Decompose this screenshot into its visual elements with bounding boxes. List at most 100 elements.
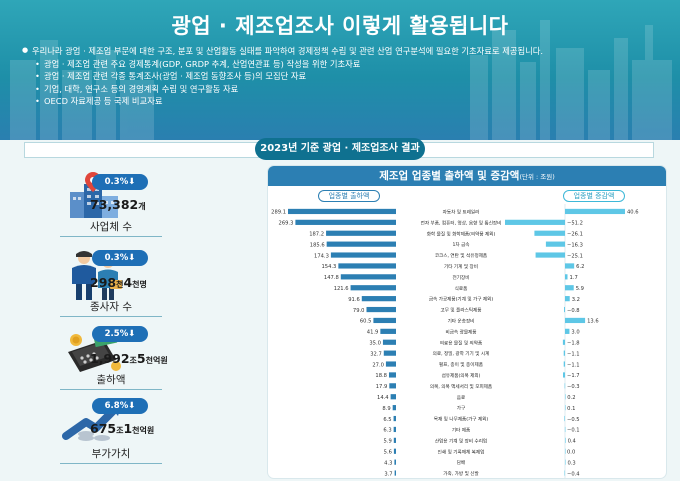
change-value-label: 0.2 [567,395,575,401]
category-label: 자동차 및 트레일러 [443,208,480,215]
category-label: 전기장비 [453,274,470,281]
change-value-label: −0.5 [567,417,580,423]
change-bar [535,252,565,258]
change-badge: 0.3%⬇ [92,250,148,266]
shipment-value-label: 269.3 [279,221,294,227]
chart-title: 제조업 업종별 출하액 및 증감액(단위 : 조원) [268,166,666,186]
change-bar [563,350,565,356]
change-bar [565,208,625,215]
shipment-bar [361,296,396,302]
change-value-label: 0.3 [567,460,575,466]
change-value-label: −0.8 [567,308,580,314]
legend-left: 업종별 출하액 [318,190,380,202]
change-value-label: 13.6 [587,319,599,325]
stat-label: 사업체 수 [60,219,162,237]
category-label: 기타 제품 [452,426,470,433]
shipment-bar [288,208,396,215]
shipment-value-label: 41.9 [367,330,379,336]
change-value-label: 0.4 [568,439,577,445]
change-bar [565,394,566,400]
category-label: 음료 [457,395,465,401]
shipment-bar [338,263,396,269]
category-label: 펄프, 종이 및 종이제품 [439,361,483,368]
change-value-label: 6.2 [576,264,584,270]
page-title: 광업 · 제조업조사 이렇게 활용됩니다 [171,14,509,38]
change-badge: 6.8%⬇ [92,398,148,414]
category-label: 화학 물질 및 화학제품(의약품 제외) [427,230,496,237]
stat-value: 675조1천억원 [90,421,155,436]
use-item: OECD 자료제공 등 국제 비교자료 [22,96,662,107]
shipment-bar [393,448,396,454]
shipment-value-label: 147.8 [324,275,339,281]
use-item: 광업 · 제조업 관련 각종 통계조사(광업 · 제조업 동향조사 등)의 모집… [22,71,662,82]
category-label: 전자 부품, 컴퓨터, 영상, 음향 및 통신장비 [421,219,502,226]
change-bar [563,372,565,378]
change-value-label: −51.2 [567,221,583,227]
change-badge: 2.5%⬇ [92,326,148,342]
change-bar [565,328,570,334]
change-bar [565,285,574,291]
shipment-bar [393,426,396,433]
shipment-bar [380,328,396,334]
shipment-bar [330,252,396,258]
change-value-label: −25.1 [567,253,583,259]
shipment-value-label: 60.5 [360,319,372,325]
shipment-bar [295,219,396,225]
change-bar [505,219,565,225]
shipment-bar [389,383,396,389]
change-bar [564,470,566,476]
use-item: 기업, 대학, 연구소 등의 경영계획 수립 및 연구활동 자료 [22,84,662,95]
stat-value: 1,992조5천억원 [90,351,168,366]
category-label: 기타 운송장비 [448,317,475,324]
category-label: 1차 금속 [452,241,469,248]
shipment-bar [393,415,396,422]
change-bar [565,317,586,324]
shipment-bar [326,230,396,236]
category-label: 섬유제품(의복 제외) [442,372,481,379]
shipment-value-label: 174.3 [314,253,329,259]
shipment-value-label: 79.0 [353,308,365,314]
change-bar [562,339,565,345]
shipment-bar [385,361,396,367]
shipment-bar [373,317,396,324]
change-value-label: 3.2 [572,297,580,303]
category-label: 금속 가공제품(기계 및 가구 제외) [429,296,494,303]
change-bar [565,296,570,302]
change-value-label: −16.3 [567,242,583,248]
shipment-bar [393,437,396,443]
shipment-value-label: 91.6 [348,297,360,303]
category-label: 기타 기계 및 장비 [444,263,478,270]
category-label: 목재 및 나무제품(가구 제외) [434,416,489,423]
shipment-value-label: 14.4 [377,395,389,401]
legend-right: 업종별 증감액 [563,190,625,202]
shipment-value-label: 32.7 [370,351,382,357]
change-bar [564,426,566,433]
change-bar [545,241,565,247]
change-bar [565,405,566,411]
shipment-bar [350,285,396,291]
shipment-value-label: 35.0 [369,340,381,346]
category-label: 고무 및 플라스틱제품 [441,307,482,314]
stat-value: 73,382개 [90,197,146,212]
change-bar [534,230,565,236]
change-value-label: 40.6 [627,210,639,216]
change-value-label: −0.3 [567,384,580,390]
use-item: 광업 · 제조업 관련 주요 경제통계(GDP, GRDP 추계, 산업연관표 … [22,59,662,70]
change-value-label: −1.7 [567,373,580,379]
shipment-value-label: 121.6 [334,286,349,292]
shipment-value-label: 18.8 [375,373,387,379]
change-value-label: 1.7 [570,275,578,281]
shipment-bar [394,459,396,465]
change-value-label: −26.1 [567,231,583,237]
change-value-label: 0.1 [567,406,575,412]
change-bar [565,459,566,465]
change-value-label: −0.4 [567,471,580,477]
shipment-value-label: 5.9 [384,439,392,445]
category-label: 가구 [457,405,465,412]
shipment-value-label: 4.3 [384,460,392,466]
shipment-bar [388,372,396,378]
chart-panel: 제조업 업종별 출하액 및 증감액(단위 : 조원) 업종별 출하액 업종별 증… [268,166,666,478]
section-title: 2023년 기준 광업 · 제조업조사 결과 [255,138,425,160]
shipment-bar [340,274,396,280]
change-bar [565,448,566,454]
